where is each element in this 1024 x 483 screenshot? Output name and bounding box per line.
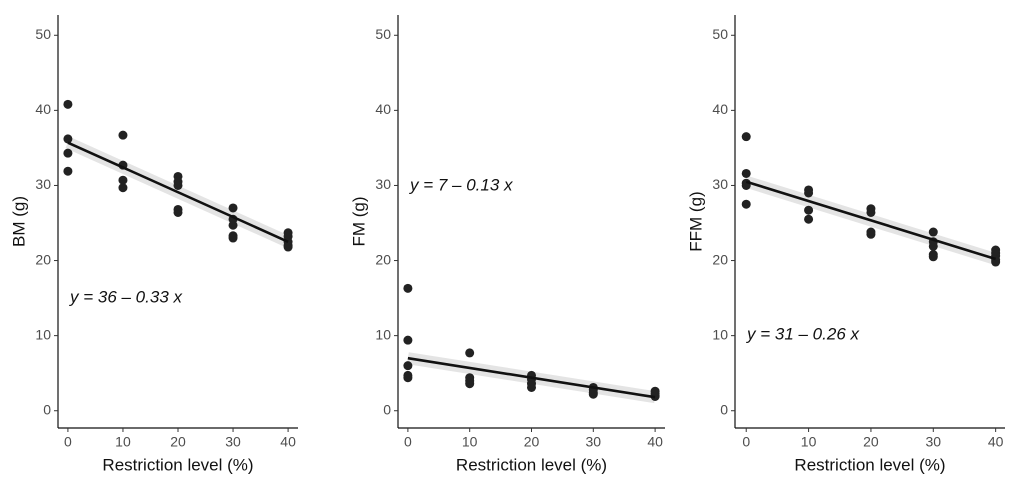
x-tick-label: 30 <box>225 434 241 450</box>
y-tick-label: 10 <box>35 326 51 342</box>
y-tick-label: 20 <box>375 251 391 267</box>
x-axis-title: Restriction level (%) <box>102 455 253 474</box>
point <box>588 389 598 399</box>
x-tick-label: 10 <box>115 434 131 450</box>
point <box>741 168 751 178</box>
point <box>403 373 413 383</box>
point <box>527 382 536 392</box>
point <box>118 130 128 140</box>
y-tick-label: 20 <box>712 251 728 267</box>
x-tick-label: 0 <box>742 434 750 450</box>
x-tick-label: 20 <box>524 434 540 450</box>
x-tick-label: 20 <box>170 434 186 450</box>
point <box>741 132 751 142</box>
y-tick-label: 0 <box>43 401 51 417</box>
point <box>228 233 238 243</box>
y-tick-label: 50 <box>35 26 51 42</box>
x-tick-label: 0 <box>404 434 412 450</box>
point <box>804 188 814 198</box>
point <box>403 361 413 371</box>
fit-line <box>67 141 289 243</box>
fit-line <box>407 356 656 399</box>
y-tick-label: 30 <box>35 176 51 192</box>
y-tick-label: 40 <box>35 101 51 117</box>
point <box>465 379 475 389</box>
point <box>63 134 73 144</box>
y-axis-title: FFM (g) <box>686 191 705 251</box>
point <box>173 180 183 190</box>
point <box>403 283 413 293</box>
x-tick-label: 10 <box>801 434 817 450</box>
x-tick-label: 0 <box>64 434 72 450</box>
point <box>928 241 938 251</box>
x-tick-label: 30 <box>926 434 942 450</box>
fit-line <box>745 180 997 261</box>
x-tick-label: 40 <box>647 434 663 450</box>
point <box>63 166 73 176</box>
x-tick-label: 40 <box>988 434 1004 450</box>
y-tick-label: 0 <box>383 401 391 417</box>
point <box>118 183 128 193</box>
point <box>283 242 293 252</box>
x-axis-title: Restriction level (%) <box>794 455 945 474</box>
y-tick-label: 30 <box>375 176 391 192</box>
point <box>991 257 1001 267</box>
y-tick-label: 50 <box>712 26 728 42</box>
y-tick-label: 50 <box>375 26 391 42</box>
x-tick-label: 40 <box>280 434 296 450</box>
point <box>928 252 938 262</box>
point <box>63 148 73 158</box>
point <box>804 205 814 215</box>
y-axis-title: BM (g) <box>9 196 28 247</box>
point <box>928 227 938 237</box>
equation: y = 36 – 0.33 x <box>69 287 182 306</box>
y-tick-label: 30 <box>712 176 728 192</box>
x-axis-title: Restriction level (%) <box>456 455 607 474</box>
point <box>228 220 238 230</box>
point <box>228 203 238 213</box>
point <box>403 335 413 345</box>
y-tick-label: 10 <box>712 326 728 342</box>
point <box>118 175 128 185</box>
x-tick-label: 10 <box>462 434 478 450</box>
point <box>63 99 73 109</box>
point <box>465 348 475 358</box>
y-tick-label: 40 <box>712 101 728 117</box>
equation: y = 7 – 0.13 x <box>409 175 513 194</box>
point <box>173 207 183 217</box>
y-tick-label: 40 <box>375 101 391 117</box>
point <box>866 207 876 217</box>
equation: y = 31 – 0.26 x <box>746 324 859 343</box>
point <box>866 229 876 239</box>
point <box>741 199 751 209</box>
x-tick-label: 30 <box>586 434 602 450</box>
x-tick-label: 20 <box>863 434 879 450</box>
y-tick-label: 0 <box>720 401 728 417</box>
y-axis-title: FM (g) <box>349 196 368 246</box>
y-tick-label: 10 <box>375 326 391 342</box>
y-tick-label: 20 <box>35 251 51 267</box>
point <box>804 214 814 224</box>
